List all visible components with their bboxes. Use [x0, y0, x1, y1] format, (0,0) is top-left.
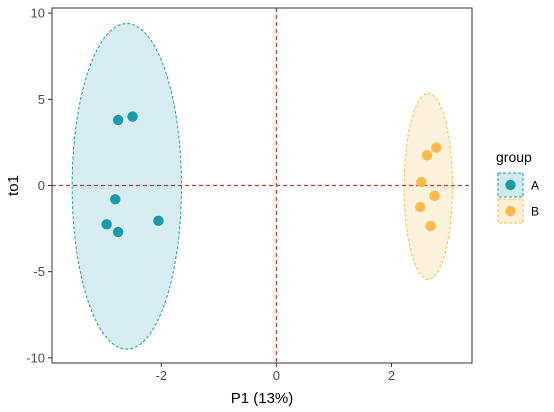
x-tick-label: 2: [388, 368, 395, 383]
y-tick-label: 0: [38, 178, 45, 193]
y-tick-label: -5: [33, 264, 45, 279]
x-axis-title: P1 (13%): [231, 390, 294, 407]
data-point-a: [112, 226, 124, 238]
data-point-a: [127, 111, 138, 122]
x-tick-label: -2: [156, 368, 168, 383]
confidence-ellipse-a: [71, 23, 182, 350]
legend-label-a: A: [531, 179, 539, 193]
points-layer: [101, 111, 442, 238]
data-point-a: [112, 114, 124, 126]
y-tick-label: -10: [26, 350, 45, 365]
legend-swatch-b: [505, 205, 516, 217]
data-point-b: [421, 150, 433, 161]
data-point-a: [110, 194, 121, 205]
x-tick-label: 0: [273, 368, 280, 383]
x-axis-ticks: -2 0 2: [156, 363, 395, 383]
data-point-b: [416, 176, 427, 188]
legend: group AB: [496, 149, 539, 224]
y-axis-ticks: -10 -5 0 5 10: [26, 6, 52, 365]
confidence-ellipse-b: [403, 92, 453, 280]
data-point-a: [153, 215, 164, 227]
data-point-b: [425, 220, 436, 232]
y-tick-label: 5: [38, 92, 45, 107]
ellipse-layer: [71, 23, 453, 350]
data-point-a: [101, 219, 112, 230]
data-point-b: [431, 142, 442, 153]
legend-title: group: [496, 149, 532, 165]
data-point-b: [415, 201, 426, 213]
legend-swatch-a: [505, 179, 516, 191]
data-point-b: [429, 190, 440, 202]
y-axis-title: to1: [5, 175, 22, 196]
y-tick-label: 10: [31, 6, 45, 21]
reference-lines: [52, 8, 472, 363]
legend-label-b: B: [531, 205, 539, 219]
